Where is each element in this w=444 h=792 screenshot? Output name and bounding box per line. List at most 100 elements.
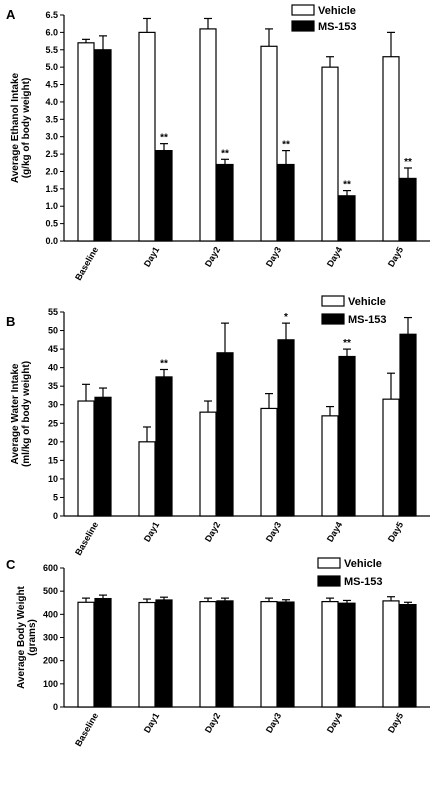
significance-marker: **	[160, 358, 168, 369]
bar-ms-153-day2	[216, 352, 234, 517]
y-tick-label: 0.0	[45, 236, 58, 246]
bar-ms-153-baseline	[94, 49, 112, 242]
bar-ms-153-day4	[338, 602, 356, 708]
y-tick-label: 0	[53, 702, 58, 712]
significance-marker: **	[343, 180, 351, 191]
y-tick-label: 5	[53, 492, 58, 502]
panel-letter: C	[6, 557, 16, 572]
bar-ms-153-day1	[155, 599, 173, 708]
y-tick-label: 0	[53, 511, 58, 521]
bar-vehicle-day2	[199, 28, 217, 242]
y-tick-label: 2.5	[45, 149, 58, 159]
y-axis-label: Average Ethanol Intake	[10, 72, 21, 183]
x-tick-label: Day5	[386, 711, 405, 735]
y-tick-label: 1.5	[45, 184, 58, 194]
significance-marker: **	[160, 133, 168, 144]
bar-ms-153-day3	[277, 163, 295, 242]
legend-swatch	[291, 4, 315, 16]
y-tick-label: 400	[43, 609, 58, 619]
significance-marker: **	[343, 338, 351, 349]
y-tick-label: 3.5	[45, 114, 58, 124]
y-axis-label: (ml/kg of body weight)	[21, 361, 32, 467]
bar-ms-153-day3	[277, 339, 295, 517]
y-tick-label: 20	[48, 437, 58, 447]
bar-ms-153-baseline	[94, 597, 112, 708]
bar-vehicle-baseline	[77, 400, 95, 517]
y-tick-label: 1.0	[45, 201, 58, 211]
legend-swatch	[291, 20, 315, 32]
panel-letter: A	[6, 7, 16, 22]
legend-label: Vehicle	[318, 5, 356, 17]
bar-ms-153-day5	[399, 604, 417, 708]
y-tick-label: 100	[43, 679, 58, 689]
legend-label: Vehicle	[344, 558, 382, 570]
legend-label: MS-153	[344, 576, 383, 588]
bar-vehicle-day1	[138, 601, 156, 708]
y-axis-label: Average Body Weight	[16, 585, 27, 688]
legend-swatch	[321, 313, 345, 325]
x-tick-label: Day2	[203, 711, 222, 735]
legend: Vehicle MS-153	[321, 295, 387, 326]
bar-vehicle-day2	[199, 600, 217, 708]
x-tick-label: Day1	[142, 711, 161, 735]
legend: Vehicle MS-153	[317, 557, 383, 588]
panel-c: C 0 100 200 300 400 500 600 Average Body Weight(…	[6, 557, 430, 748]
x-tick-label: Day3	[264, 711, 283, 735]
x-tick-label: Baseline	[73, 520, 100, 557]
legend-swatch	[317, 575, 341, 587]
y-tick-label: 2.0	[45, 166, 58, 176]
x-tick-label: Day2	[203, 520, 222, 544]
bar-vehicle-day5	[382, 398, 400, 517]
y-tick-label: 200	[43, 656, 58, 666]
bar-vehicle-day3	[260, 45, 278, 242]
legend: Vehicle MS-153	[291, 4, 357, 33]
significance-marker: *	[284, 312, 288, 323]
bar-vehicle-day4	[321, 415, 339, 517]
y-tick-label: 55	[48, 307, 58, 317]
y-tick-label: 25	[48, 418, 58, 428]
bar-vehicle-baseline	[77, 42, 95, 242]
x-tick-label: Day3	[264, 245, 283, 269]
bar-ms-153-day4	[338, 355, 356, 517]
x-tick-label: Day5	[386, 245, 405, 269]
y-tick-label: 5.5	[45, 45, 58, 55]
x-tick-label: Day4	[325, 520, 344, 544]
y-tick-label: 3.0	[45, 132, 58, 142]
y-tick-label: 30	[48, 400, 58, 410]
y-tick-label: 500	[43, 586, 58, 596]
legend-swatch	[317, 557, 341, 569]
bar-ms-153-baseline	[94, 396, 112, 517]
y-tick-label: 35	[48, 381, 58, 391]
bar-vehicle-day4	[321, 600, 339, 708]
bar-ms-153-day5	[399, 177, 417, 242]
significance-marker: **	[221, 148, 229, 159]
bar-ms-153-day5	[399, 333, 417, 517]
y-tick-label: 50	[48, 326, 58, 336]
x-tick-label: Baseline	[73, 245, 100, 282]
x-tick-label: Day2	[203, 245, 222, 269]
y-tick-label: 40	[48, 363, 58, 373]
x-tick-label: Day1	[142, 520, 161, 544]
x-tick-label: Baseline	[73, 711, 100, 748]
significance-marker: **	[404, 157, 412, 168]
legend-label: MS-153	[348, 314, 387, 326]
x-tick-label: Day1	[142, 245, 161, 269]
y-axis-label: (grams)	[27, 619, 38, 656]
legend-swatch	[321, 295, 345, 307]
legend-label: Vehicle	[348, 296, 386, 308]
bar-vehicle-day3	[260, 600, 278, 708]
y-axis-label: (g/kg of body weight)	[21, 78, 32, 179]
bar-vehicle-day1	[138, 31, 156, 242]
bar-ms-153-day3	[277, 601, 295, 708]
y-tick-label: 10	[48, 474, 58, 484]
bar-vehicle-baseline	[77, 601, 95, 708]
bar-ms-153-day2	[216, 163, 234, 242]
bar-ms-153-day1	[155, 150, 173, 242]
x-tick-label: Day3	[264, 520, 283, 544]
y-tick-label: 300	[43, 633, 58, 643]
bar-vehicle-day1	[138, 441, 156, 517]
y-tick-label: 6.0	[45, 27, 58, 37]
y-tick-label: 6.5	[45, 10, 58, 20]
significance-marker: **	[282, 140, 290, 151]
